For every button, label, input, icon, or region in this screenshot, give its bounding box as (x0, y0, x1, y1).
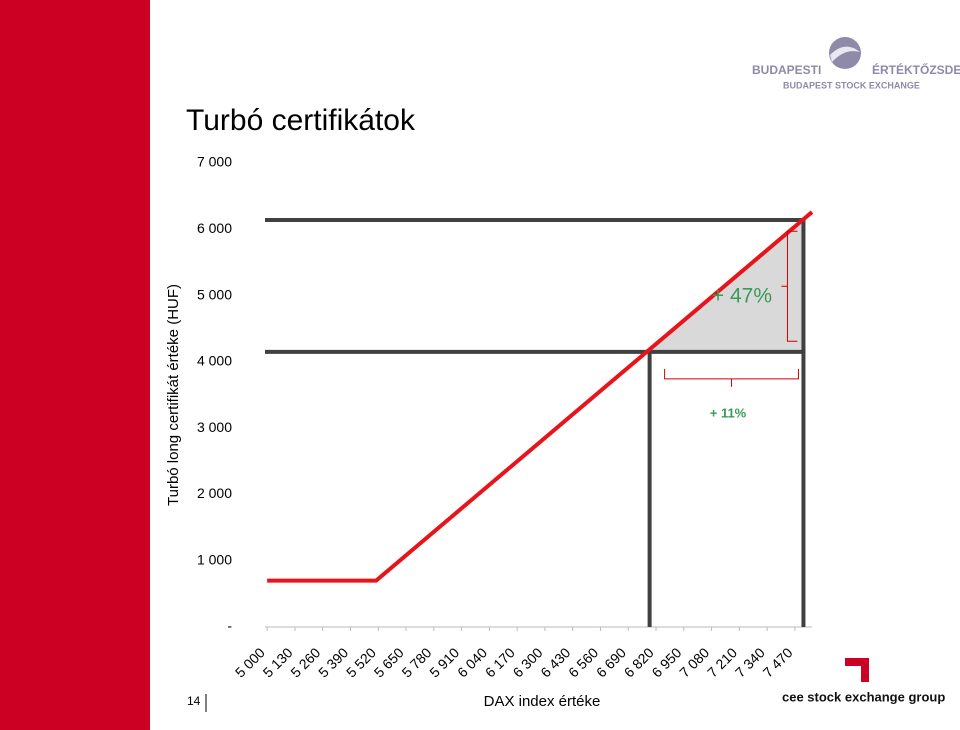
x-tick-label: 7 210 (704, 644, 740, 680)
y-axis-label: Turbó long certifikát értéke (HUF) (165, 284, 182, 506)
x-tick-label: 7 470 (760, 644, 796, 680)
logo-globe (829, 37, 861, 69)
y-tick-label: 5 000 (197, 286, 232, 302)
x-tick-label: 5 780 (398, 644, 434, 680)
logo-swirl (830, 46, 860, 62)
x-tick-label: 6 430 (537, 644, 573, 680)
bracket (781, 230, 798, 342)
x-tick-label: 5 390 (315, 644, 351, 680)
plot: - 1 000 2 000 3 000 4 000 5 000 6 000 7 000 5 00… (197, 154, 814, 681)
cee-logo (845, 658, 869, 682)
x-tick-label: 5 000 (232, 644, 268, 680)
y-tick-label: 2 000 (197, 485, 232, 501)
x-tick-label: 6 560 (565, 644, 601, 680)
y-tick-label: 3 000 (197, 419, 232, 435)
x-tick-label: 5 520 (343, 644, 379, 680)
annotation: + 47% (712, 285, 772, 308)
y-tick-label: 7 000 (197, 154, 232, 170)
page-number: 14 (187, 694, 201, 708)
logo-text: BUDAPESTI (752, 63, 821, 77)
data-line (267, 210, 814, 583)
cee-text: cee stock exchange group (782, 689, 945, 704)
x-tick-label: 6 170 (482, 644, 518, 680)
x-tick-label: 5 260 (287, 644, 323, 680)
logo-text: ÉRTÉKTŐZSDE (872, 62, 960, 77)
side-band (0, 0, 150, 730)
x-tick-label: 7 340 (732, 644, 768, 680)
x-tick-label: 6 690 (593, 644, 629, 680)
y-tick-label: 4 000 (197, 353, 232, 369)
y-tick-label: 1 000 (197, 551, 232, 567)
y-tick-label: - (227, 618, 232, 634)
x-tick-label: 6 040 (454, 644, 490, 680)
x-tick-label: 6 300 (510, 644, 546, 680)
x-tick-label: 5 910 (426, 644, 462, 680)
chart-title: Turbó certifikátok (186, 104, 416, 137)
x-axis-label: DAX index értéke (484, 693, 601, 710)
x-tick-label: 7 080 (676, 644, 712, 680)
x-tick-label: 6 820 (621, 644, 657, 680)
x-tick-label: 5 650 (371, 644, 407, 680)
logo-subtext: BUDAPEST STOCK EXCHANGE (783, 80, 920, 90)
x-tick-label: 6 950 (648, 644, 684, 680)
bracket (664, 368, 799, 387)
annotation: + 11% (710, 405, 747, 420)
y-tick-label: 6 000 (197, 220, 232, 236)
x-tick-label: 5 130 (260, 644, 296, 680)
